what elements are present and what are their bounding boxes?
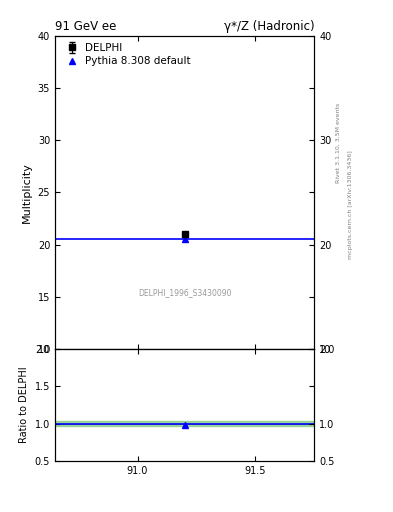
Y-axis label: Ratio to DELPHI: Ratio to DELPHI [19, 367, 29, 443]
Text: DELPHI_1996_S3430090: DELPHI_1996_S3430090 [138, 288, 231, 297]
Text: Rivet 3.1.10, 3.5M events: Rivet 3.1.10, 3.5M events [336, 103, 341, 183]
Text: γ*/Z (Hadronic): γ*/Z (Hadronic) [224, 20, 314, 33]
Text: 91 GeV ee: 91 GeV ee [55, 20, 116, 33]
Legend: DELPHI, Pythia 8.308 default: DELPHI, Pythia 8.308 default [60, 41, 193, 68]
Text: mcplots.cern.ch [arXiv:1306.3436]: mcplots.cern.ch [arXiv:1306.3436] [348, 151, 353, 259]
Bar [55, 421, 314, 426]
Y-axis label: Multiplicity: Multiplicity [22, 162, 32, 223]
